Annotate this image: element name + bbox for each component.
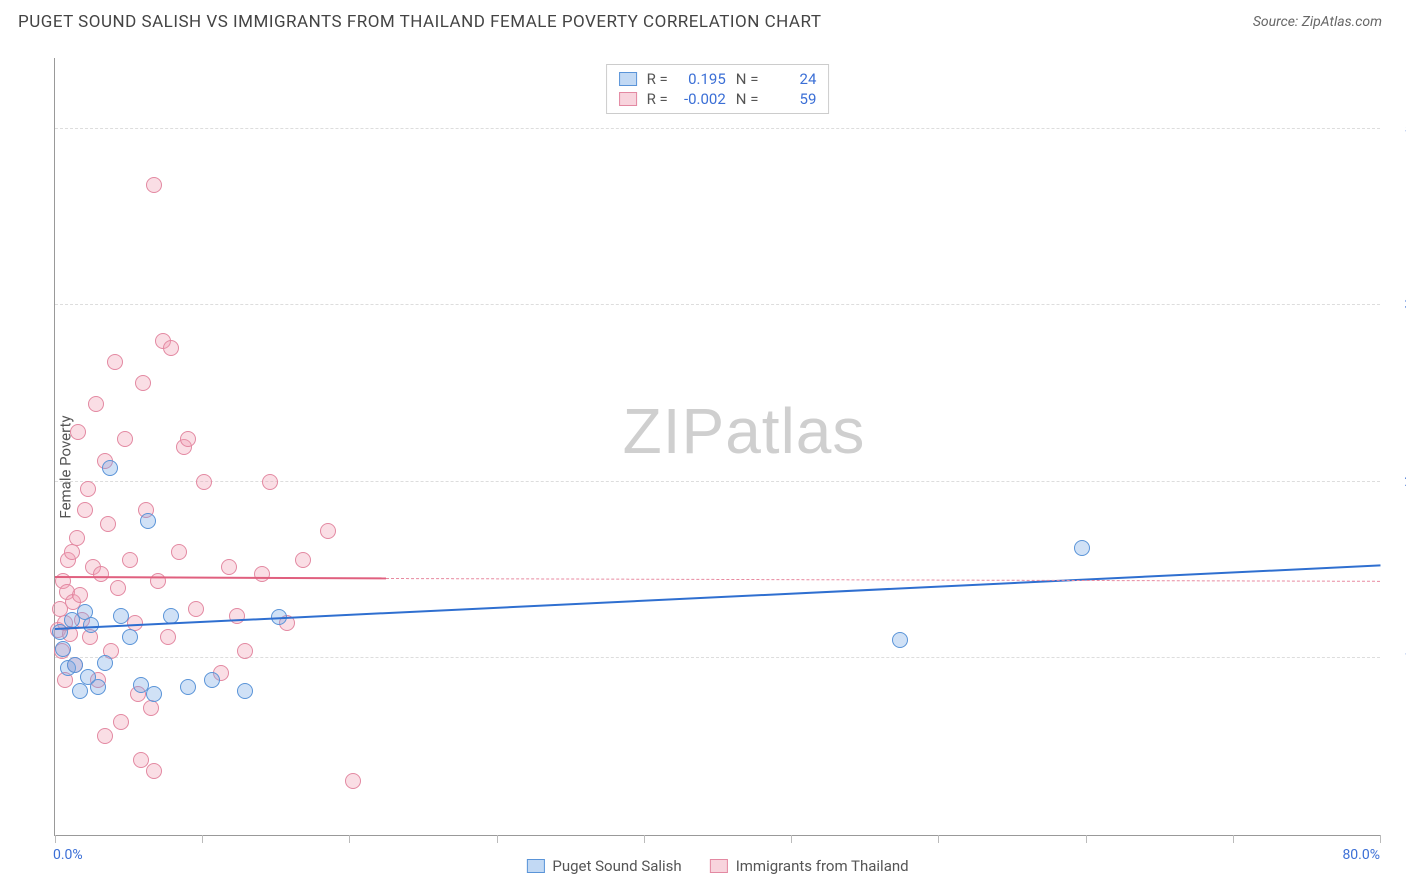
x-tick [644,835,645,843]
stats-legend: R = 0.195 N = 24 R = -0.002 N = 59 [606,64,830,114]
y-tick-label: 12.5% [1386,650,1406,666]
data-point [229,608,245,624]
y-tick-label: 50.0% [1386,121,1406,137]
x-tick [938,835,939,843]
data-point [254,566,270,582]
data-point [180,431,196,447]
swatch-pink-icon [710,859,728,873]
data-point [204,672,220,688]
data-point [113,608,129,624]
r-label: R = [647,70,668,88]
data-point [237,643,253,659]
trendline-dashed [386,578,1380,582]
data-point [64,544,80,560]
data-point [72,683,88,699]
chart-title: PUGET SOUND SALISH VS IMMIGRANTS FROM TH… [18,12,821,32]
data-point [110,580,126,596]
x-tick [1233,835,1234,843]
r-value-pink: -0.002 [678,90,726,108]
n-label: N = [736,90,759,108]
r-value-blue: 0.195 [678,70,726,88]
data-point [102,460,118,476]
data-point [140,513,156,529]
data-point [100,516,116,532]
data-point [70,424,86,440]
data-point [345,773,361,789]
legend-label-pink: Immigrants from Thailand [736,857,909,875]
data-point [107,354,123,370]
data-point [150,573,166,589]
data-point [88,396,104,412]
data-point [196,474,212,490]
stats-row-pink: R = -0.002 N = 59 [619,89,817,109]
data-point [77,502,93,518]
watermark-zip: ZIP [623,395,726,467]
swatch-pink-icon [619,92,637,106]
data-point [180,679,196,695]
data-point [97,655,113,671]
x-tick [791,835,792,843]
n-label: N = [736,70,759,88]
data-point [122,629,138,645]
x-tick [202,835,203,843]
x-tick-label: 80.0% [1342,847,1380,863]
data-point [122,552,138,568]
data-point [146,686,162,702]
data-point [171,544,187,560]
legend-item-pink: Immigrants from Thailand [710,857,909,875]
data-point [97,728,113,744]
data-point [72,587,88,603]
data-point [221,559,237,575]
swatch-blue-icon [526,859,544,873]
r-label: R = [647,90,668,108]
watermark-atlas: atlas [725,395,865,467]
swatch-blue-icon [619,72,637,86]
scatter-plot: ZIPatlas R = 0.195 N = 24 R = -0.002 N =… [54,58,1380,836]
data-point [163,340,179,356]
data-point [117,431,133,447]
data-point [146,177,162,193]
data-point [69,530,85,546]
gridline [55,657,1380,658]
x-tick-label: 0.0% [53,847,83,863]
data-point [67,657,83,673]
x-tick [1086,835,1087,843]
n-value-blue: 24 [768,70,816,88]
n-value-pink: 59 [768,90,816,108]
source-label: Source: ZipAtlas.com [1253,14,1382,30]
data-point [143,700,159,716]
gridline [55,128,1380,129]
data-point [80,481,96,497]
legend-item-blue: Puget Sound Salish [526,857,681,875]
chart-container: Female Poverty ZIPatlas R = 0.195 N = 24… [18,50,1388,884]
data-point [320,523,336,539]
x-tick [1380,835,1381,843]
data-point [295,552,311,568]
data-point [188,601,204,617]
watermark: ZIPatlas [623,394,866,468]
x-tick [55,835,56,843]
bottom-legend: Puget Sound Salish Immigrants from Thail… [526,857,908,875]
data-point [93,566,109,582]
data-point [90,679,106,695]
data-point [135,375,151,391]
data-point [237,683,253,699]
data-point [892,632,908,648]
gridline [55,481,1380,482]
data-point [113,714,129,730]
data-point [133,752,149,768]
legend-label-blue: Puget Sound Salish [552,857,681,875]
data-point [55,641,71,657]
data-point [1074,540,1090,556]
data-point [160,629,176,645]
stats-row-blue: R = 0.195 N = 24 [619,69,817,89]
gridline [55,304,1380,305]
x-tick [497,835,498,843]
data-point [83,617,99,633]
data-point [262,474,278,490]
y-tick-label: 37.5% [1386,297,1406,313]
y-tick-label: 25.0% [1386,474,1406,490]
data-point [146,763,162,779]
x-tick [349,835,350,843]
